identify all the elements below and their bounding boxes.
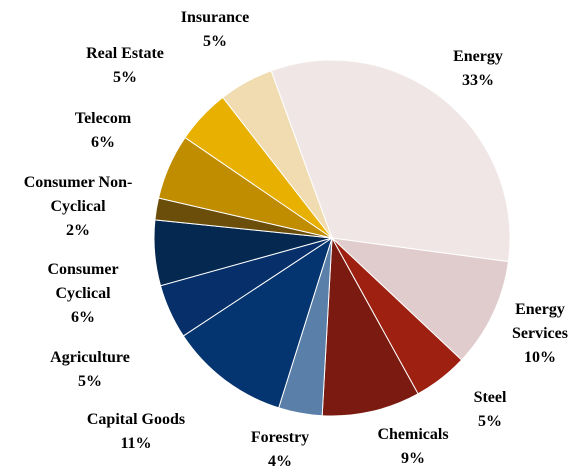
slice-label: Real Estate 5% bbox=[86, 42, 164, 90]
category-label: Consumer Cyclical bbox=[47, 261, 119, 302]
value-label: 5% bbox=[78, 373, 102, 390]
value-label: 4% bbox=[268, 453, 292, 470]
value-label: 9% bbox=[400, 450, 425, 467]
value-label: 5% bbox=[202, 33, 227, 50]
category-label: Insurance bbox=[180, 9, 250, 26]
slice-label: Telecom 6% bbox=[75, 107, 131, 155]
pie-slice bbox=[222, 70, 333, 239]
category-label: Real Estate bbox=[86, 45, 164, 62]
value-label: 11% bbox=[120, 435, 152, 452]
slice-label: Chemicals 9% bbox=[377, 423, 448, 471]
category-label: Energy Services bbox=[512, 301, 568, 342]
slice-label: Capital Goods 11% bbox=[87, 408, 185, 456]
category-label: Chemicals bbox=[377, 426, 449, 443]
category-label: Energy bbox=[453, 48, 503, 65]
category-label: Forestry bbox=[250, 429, 310, 446]
slice-label: Steel 5% bbox=[474, 386, 507, 434]
pie-slice bbox=[182, 236, 333, 409]
pie-slice bbox=[321, 236, 419, 417]
category-label: Telecom bbox=[74, 110, 132, 127]
slice-label: Consumer Cyclical 6% bbox=[33, 258, 133, 330]
slice-label: Insurance 5% bbox=[181, 6, 249, 54]
category-label: Consumer Non-Cyclical bbox=[23, 174, 133, 215]
value-label: 6% bbox=[91, 134, 115, 151]
slice-label: Energy 33% bbox=[453, 45, 503, 93]
slice-label: Agriculture 5% bbox=[50, 346, 130, 394]
category-label: Steel bbox=[473, 389, 507, 406]
category-label: Agriculture bbox=[50, 349, 130, 366]
value-label: 5% bbox=[478, 413, 502, 430]
pie-slice bbox=[270, 59, 511, 263]
category-label: Capital Goods bbox=[86, 411, 186, 428]
value-label: 33% bbox=[462, 72, 494, 89]
value-label: 2% bbox=[66, 222, 90, 239]
slice-label: Consumer Non-Cyclical 2% bbox=[18, 171, 138, 243]
value-label: 5% bbox=[112, 69, 137, 86]
slice-label: Forestry 4% bbox=[251, 426, 309, 472]
value-label: 10% bbox=[524, 349, 556, 366]
pie-slice bbox=[330, 237, 509, 361]
slice-label: Energy Services 10% bbox=[495, 298, 575, 370]
value-label: 6% bbox=[71, 309, 95, 326]
